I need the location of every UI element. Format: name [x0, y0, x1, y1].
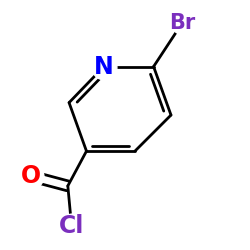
Text: Cl: Cl [59, 214, 84, 238]
Text: Br: Br [169, 13, 195, 33]
Text: O: O [20, 164, 40, 188]
Text: N: N [94, 54, 114, 78]
